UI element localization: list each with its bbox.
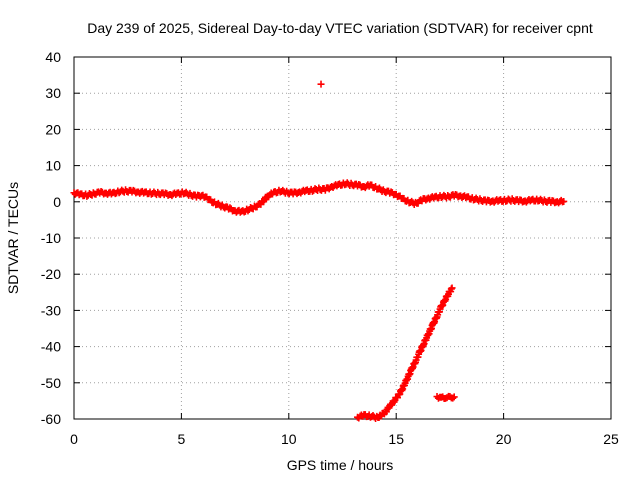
y-tick-label: 20 (45, 121, 61, 137)
x-tick-label: 0 (70, 431, 78, 447)
series-sdtvar-descending (354, 284, 456, 422)
data-point (448, 284, 456, 292)
plot-frame (73, 56, 612, 420)
data-point (560, 197, 568, 205)
y-tick-labels: -60 -50 -40 -30 -20 -10 0 10 20 30 40 (41, 49, 61, 427)
data-point (449, 394, 457, 402)
chart-title: Day 239 of 2025, Sidereal Day-to-day VTE… (87, 20, 593, 36)
x-tick-labels: 0 5 10 15 20 25 (70, 431, 619, 447)
y-tick-label: -30 (41, 302, 61, 318)
x-tick-label: 15 (388, 431, 404, 447)
x-tick-label: 10 (281, 431, 297, 447)
x-axis-label: GPS time / hours (287, 457, 394, 473)
y-tick-label: -10 (41, 230, 61, 246)
y-tick-label: 0 (53, 194, 61, 210)
data-point (450, 393, 458, 401)
grid-lines (74, 57, 611, 419)
y-tick-label: 10 (45, 158, 61, 174)
y-tick-label: -40 (41, 339, 61, 355)
x-tick-label: 20 (496, 431, 512, 447)
y-tick-label: -20 (41, 266, 61, 282)
y-tick-label: 40 (45, 49, 61, 65)
series-sdtvar-outlier (317, 80, 325, 88)
x-tick-label: 5 (178, 431, 186, 447)
x-tick-label: 25 (603, 431, 619, 447)
y-tick-label: 30 (45, 85, 61, 101)
y-tick-label: -50 (41, 375, 61, 391)
series-sdtvar-main (70, 179, 568, 216)
y-axis-label: SDTVAR / TECUs (5, 182, 21, 294)
data-point (317, 80, 325, 88)
data-markers (70, 80, 568, 422)
series-sdtvar-segment (433, 392, 458, 402)
y-tick-label: -60 (41, 411, 61, 427)
